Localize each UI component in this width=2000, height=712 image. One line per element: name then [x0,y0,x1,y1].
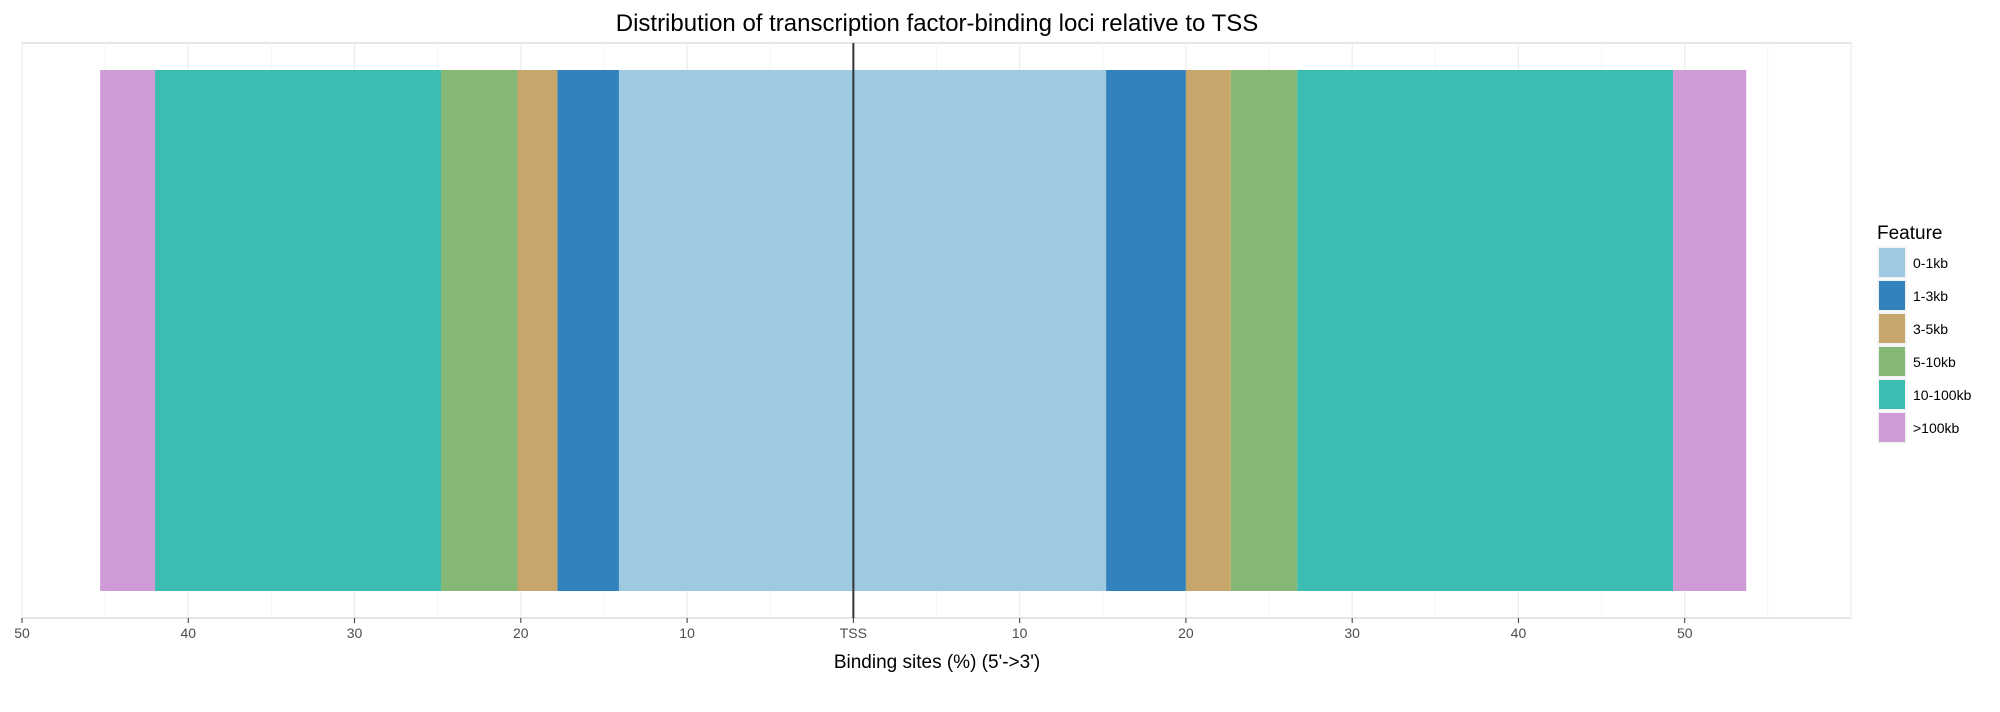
bar-downstream-5 [1673,70,1747,591]
x-tick-label: 50 [14,625,30,641]
x-axis: 50 40 30 20 10 TSS 10 20 30 40 50 [14,618,1693,641]
bar-upstream-2 [517,70,558,591]
legend-swatch [1879,380,1905,409]
legend-swatch [1879,347,1905,376]
legend-swatch [1879,314,1905,343]
bar-upstream-0 [618,70,854,591]
x-tick-label: 40 [1511,625,1527,641]
x-tick-label: 40 [180,625,196,641]
x-tick-label: 10 [1012,625,1028,641]
bar-upstream-1 [557,70,619,591]
plot-area [21,42,1852,619]
legend-swatch [1879,413,1905,442]
x-tick-label: 20 [1178,625,1194,641]
legend-label: 0-1kb [1913,255,1948,271]
legend: Feature 0-1kb 1-3kb 3-5kb 5-10kb 10-100kb >10… [1876,223,1972,445]
legend-label: 3-5kb [1913,321,1948,337]
bar-downstream-1 [1106,70,1186,591]
bar-downstream-4 [1297,70,1674,591]
legend-label: >100kb [1913,420,1960,436]
bar-downstream-2 [1185,70,1231,591]
x-tick-label: 30 [1344,625,1360,641]
bar-upstream-3 [441,70,518,591]
x-tick-label: 10 [679,625,695,641]
legend-swatch [1879,281,1905,310]
x-tick-label: TSS [840,625,867,641]
bar-downstream-3 [1230,70,1298,591]
bar-upstream-4 [155,70,442,591]
legend-label: 1-3kb [1913,288,1948,304]
bar-upstream-5 [100,70,156,591]
legend-title: Feature [1877,223,1942,244]
legend-swatch [1879,248,1905,277]
bars [100,70,1747,591]
x-tick-label: 20 [513,625,529,641]
chart-title: Distribution of transcription factor-bin… [616,10,1259,37]
legend-label: 5-10kb [1913,354,1956,370]
x-tick-label: 50 [1677,625,1693,641]
x-axis-title: Binding sites (%) (5'->3') [834,652,1040,673]
bar-downstream-0 [853,70,1107,591]
x-tick-label: 30 [347,625,363,641]
legend-items: 0-1kb 1-3kb 3-5kb 5-10kb 10-100kb >100kb [1876,245,1972,445]
legend-label: 10-100kb [1913,387,1972,403]
